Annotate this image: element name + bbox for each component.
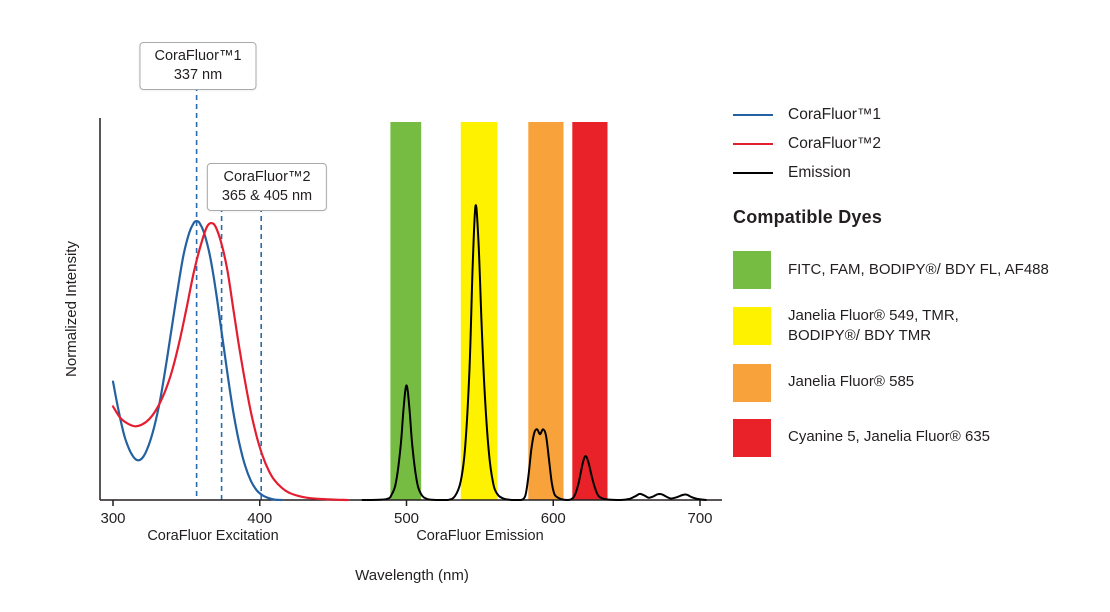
emission-filter-band-3: [572, 122, 608, 500]
x-axis-label: Wavelength (nm): [355, 567, 469, 584]
x-tick-label-400: 400: [247, 510, 272, 527]
legend-label-corafluor2: CoraFluor™2: [788, 135, 882, 152]
x-tick-label-600: 600: [541, 510, 566, 527]
legend-label-emission: Emission: [788, 164, 851, 181]
x-axis-sublabel-emission: CoraFluor Emission: [416, 528, 543, 544]
dye-item-yellow: Janelia Fluor® 549, TMR, BODIPY®/ BDY TM…: [733, 306, 1105, 347]
dye-label-orange: Janelia Fluor® 585: [788, 373, 915, 391]
curves-layer: [111, 204, 707, 502]
dye-label-red: Cyanine 5, Janelia Fluor® 635: [788, 428, 991, 446]
legend: CoraFluor™1 CoraFluor™2 Emission Compati…: [733, 106, 1105, 474]
red-filter-swatch: [733, 418, 771, 457]
dye-item-green: FITC, FAM, BODIPY®/ BDY FL, AF488: [733, 251, 1105, 289]
annotation-value: 337 nm: [173, 67, 223, 84]
legend-label-corafluor1: CoraFluor™1: [788, 106, 882, 123]
x-tick-label-700: 700: [687, 510, 712, 527]
orange-filter-swatch: [733, 363, 771, 402]
annotation-corafluor1-337nm: CoraFluor™1 337 nm: [139, 42, 257, 91]
dye-item-red: Cyanine 5, Janelia Fluor® 635: [733, 418, 1105, 457]
corafluor1-line-swatch: [733, 114, 773, 116]
series-curve-2: [361, 204, 707, 502]
legend-item-emission: Emission: [733, 164, 1105, 182]
annotation-title: CoraFluor™1: [154, 48, 242, 64]
x-tick-label-300: 300: [100, 510, 125, 527]
series-curve-1: [111, 222, 349, 502]
x-tick-label-500: 500: [394, 510, 419, 527]
emission-line-swatch: [733, 172, 773, 174]
corafluor2-line-swatch: [733, 143, 773, 145]
green-filter-swatch: [733, 251, 771, 289]
emission-filter-band-1: [460, 122, 498, 500]
dye-item-orange: Janelia Fluor® 585: [733, 363, 1105, 402]
emission-filter-band-2: [528, 122, 564, 500]
annotation-markers-layer: [195, 86, 263, 500]
annotation-value: 365 & 405 nm: [221, 188, 313, 205]
dye-label-yellow: Janelia Fluor® 549, TMR, BODIPY®/ BDY TM…: [788, 307, 959, 345]
annotation-title: CoraFluor™2: [223, 169, 311, 185]
legend-item-corafluor2: CoraFluor™2: [733, 135, 1105, 153]
compatible-dyes-heading: Compatible Dyes: [733, 207, 883, 227]
annotation-corafluor2-365-405nm: CoraFluor™2 365 & 405 nm: [206, 163, 328, 212]
dye-label-green: FITC, FAM, BODIPY®/ BDY FL, AF488: [788, 260, 1049, 278]
y-axis-label: Normalized Intensity: [63, 241, 80, 377]
x-axis-sublabel-excitation: CoraFluor Excitation: [147, 528, 278, 544]
series-curve-0: [111, 220, 283, 502]
yellow-filter-swatch: [733, 307, 771, 346]
legend-item-corafluor1: CoraFluor™1: [733, 106, 1105, 124]
emission-filter-band-0: [390, 122, 422, 500]
filter-bands-layer: [390, 122, 608, 500]
